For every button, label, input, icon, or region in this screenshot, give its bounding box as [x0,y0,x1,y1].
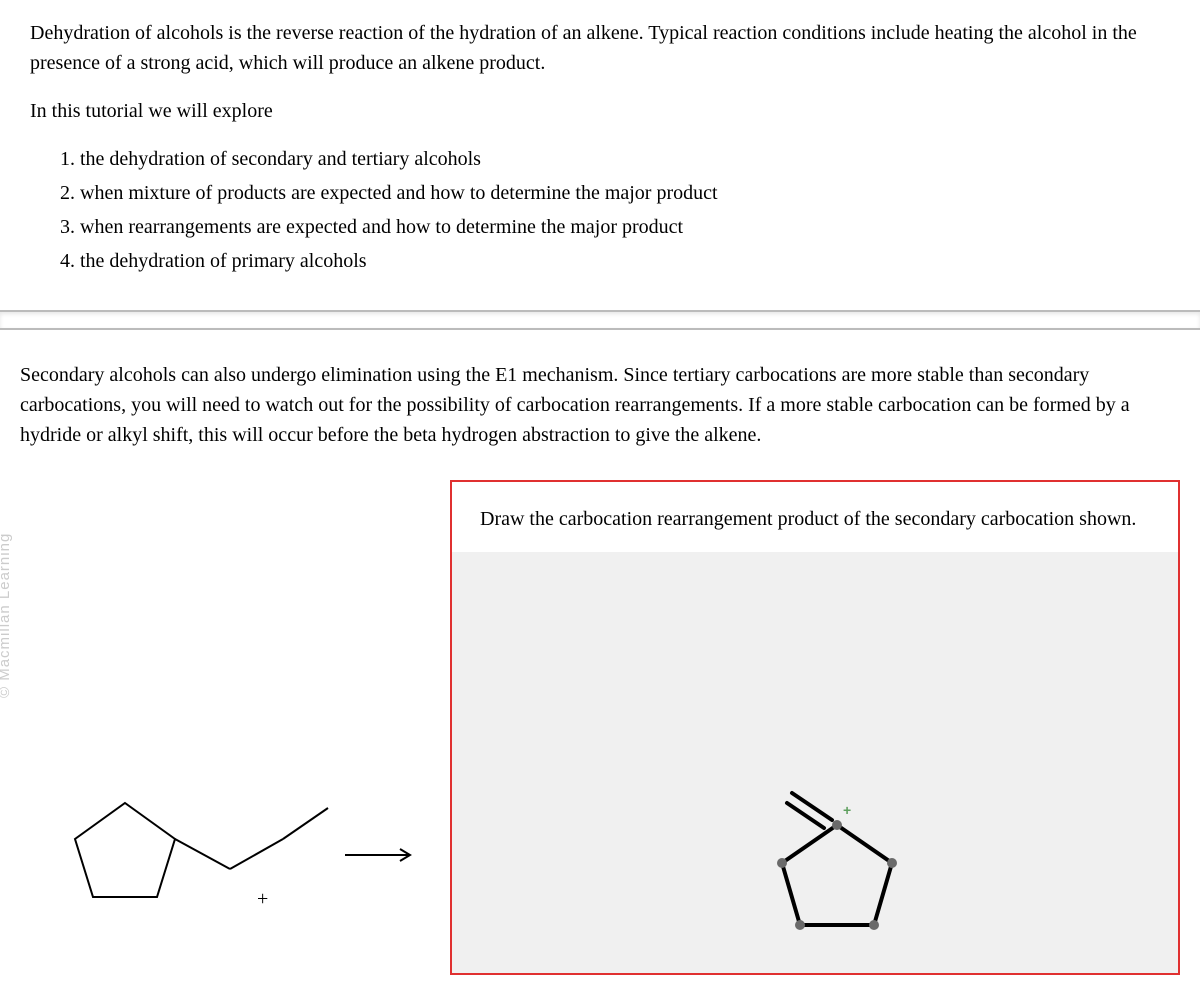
copyright-text: © Macmillan Learning [0,532,17,697]
list-item: the dehydration of primary alcohols [80,246,1170,276]
reactant-molecule-svg: + [65,785,415,945]
list-item: the dehydration of secondary and tertiar… [80,144,1170,174]
answer-prompt: Draw the carbocation rearrangement produ… [452,482,1178,552]
problem-row: + Draw the carbocation rearrangement pro… [20,480,1180,975]
carbocation-plus-label: + [257,888,268,910]
answer-box: Draw the carbocation rearrangement produ… [450,480,1180,975]
intro-paragraph-2: In this tutorial we will explore [30,96,1170,126]
intro-section: Dehydration of alcohols is the reverse r… [0,0,1200,310]
section-separator [0,310,1200,330]
tutorial-list: the dehydration of secondary and tertiar… [30,144,1170,276]
drawn-molecule-svg: + [747,785,927,945]
intro-paragraph-1: Dehydration of alcohols is the reverse r… [30,18,1170,78]
drawn-plus-label: + [843,802,851,818]
drawing-canvas[interactable]: + [452,552,1178,973]
e1-mechanism-paragraph: Secondary alcohols can also undergo elim… [20,360,1180,450]
reactant-structure: + [20,480,440,975]
list-item: when rearrangements are expected and how… [80,212,1170,242]
copyright-sidebar: © Macmillan Learning [0,440,14,720]
problem-section: © Macmillan Learning Secondary alcohols … [0,330,1200,975]
list-item: when mixture of products are expected an… [80,178,1170,208]
